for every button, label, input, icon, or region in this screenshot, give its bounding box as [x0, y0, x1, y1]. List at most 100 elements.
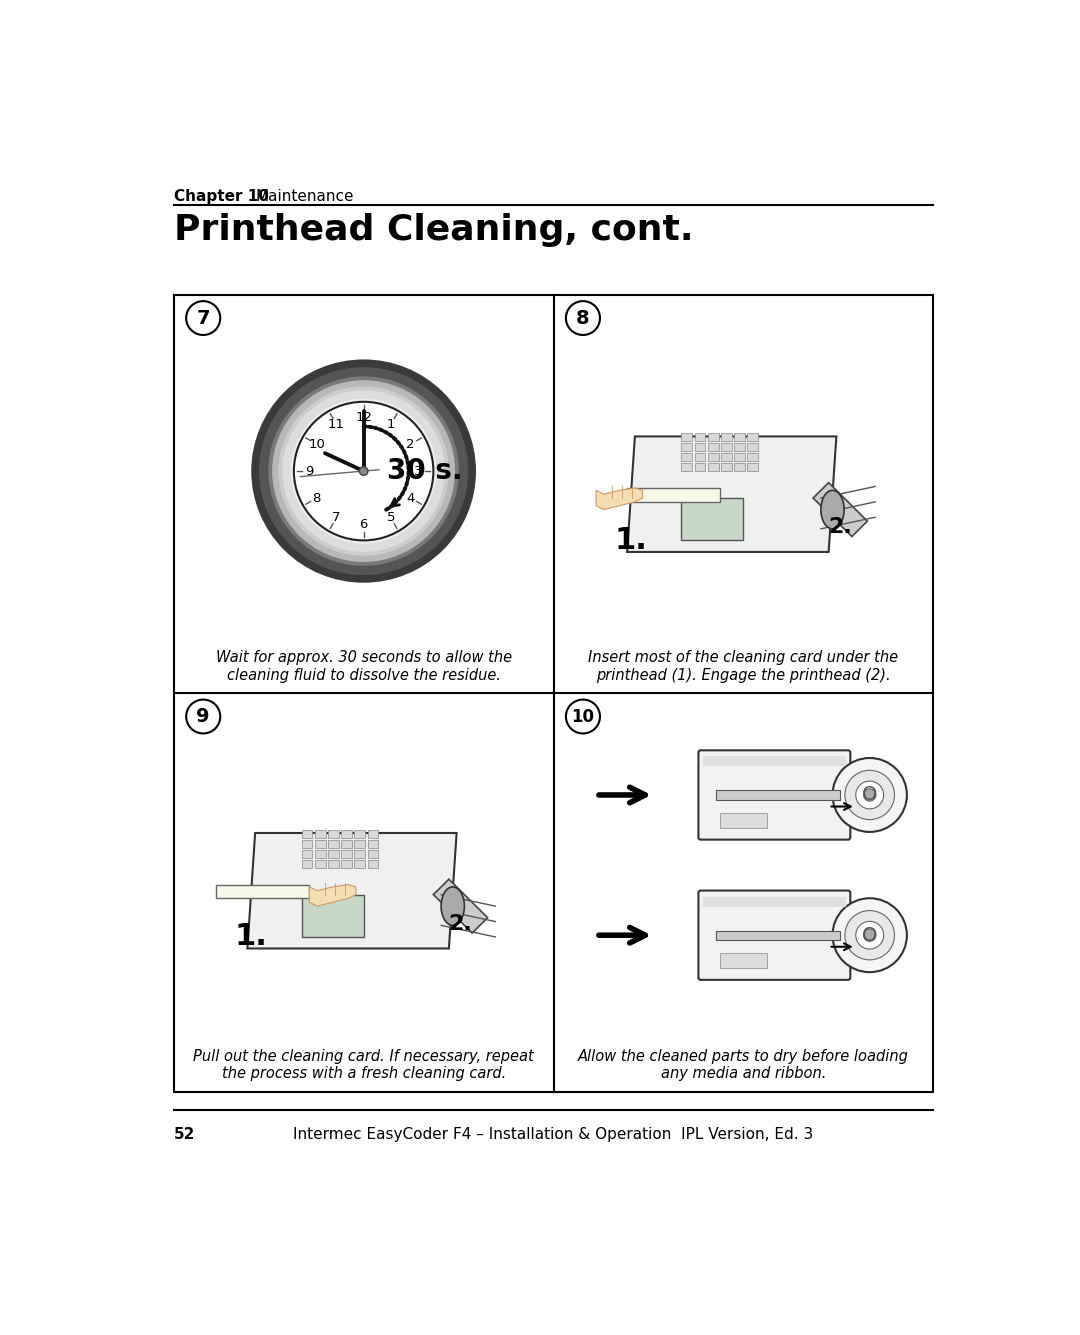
- Bar: [314, 850, 326, 857]
- Text: 2.: 2.: [448, 914, 472, 934]
- Text: 8: 8: [312, 491, 321, 505]
- Bar: [681, 463, 692, 471]
- Text: 1: 1: [387, 418, 395, 431]
- Bar: [707, 434, 718, 441]
- Bar: [367, 850, 378, 857]
- Polygon shape: [309, 885, 356, 906]
- Circle shape: [833, 898, 907, 972]
- Text: Wait for approx. 30 seconds to allow the
cleaning fluid to dissolve the residue.: Wait for approx. 30 seconds to allow the…: [216, 650, 512, 682]
- Text: Allow the cleaned parts to dry before loading
any media and ribbon.: Allow the cleaned parts to dry before lo…: [578, 1049, 908, 1081]
- FancyBboxPatch shape: [699, 750, 850, 840]
- Text: Insert most of the cleaning card under the
printhead (1). Engage the printhead (: Insert most of the cleaning card under t…: [589, 650, 899, 682]
- Bar: [681, 434, 692, 441]
- Circle shape: [272, 380, 455, 562]
- Bar: [721, 443, 732, 451]
- Bar: [367, 840, 378, 848]
- Polygon shape: [596, 489, 643, 510]
- Circle shape: [279, 386, 449, 555]
- Bar: [354, 830, 365, 837]
- FancyBboxPatch shape: [699, 890, 850, 980]
- Text: 7: 7: [197, 308, 210, 327]
- Text: 5: 5: [387, 511, 395, 525]
- Circle shape: [186, 700, 220, 733]
- Bar: [354, 840, 365, 848]
- Bar: [314, 860, 326, 868]
- Ellipse shape: [441, 886, 464, 925]
- Circle shape: [845, 770, 894, 820]
- Bar: [216, 885, 309, 898]
- Text: 1.: 1.: [234, 922, 268, 952]
- Text: 30 s.: 30 s.: [387, 457, 462, 485]
- Bar: [367, 830, 378, 837]
- Circle shape: [259, 367, 469, 575]
- Bar: [367, 860, 378, 868]
- Bar: [707, 463, 718, 471]
- Text: 9: 9: [306, 465, 313, 478]
- Bar: [694, 463, 705, 471]
- Bar: [301, 850, 312, 857]
- Circle shape: [855, 781, 883, 809]
- Text: O: O: [862, 785, 877, 805]
- Bar: [354, 850, 365, 857]
- Bar: [716, 930, 840, 940]
- Text: Printhead Cleaning, cont.: Printhead Cleaning, cont.: [174, 212, 693, 247]
- Bar: [314, 830, 326, 837]
- Circle shape: [291, 399, 436, 543]
- Ellipse shape: [821, 490, 845, 529]
- Text: 8: 8: [576, 308, 590, 327]
- Bar: [328, 860, 339, 868]
- Text: 9: 9: [197, 708, 210, 726]
- Bar: [703, 897, 846, 906]
- Polygon shape: [247, 833, 457, 948]
- Bar: [341, 860, 352, 868]
- Text: 2.: 2.: [828, 517, 852, 537]
- Text: 1.: 1.: [615, 526, 647, 555]
- Circle shape: [566, 700, 600, 733]
- Bar: [174, 295, 933, 1092]
- Bar: [354, 860, 365, 868]
- Bar: [328, 850, 339, 857]
- Text: 6: 6: [360, 518, 368, 531]
- Bar: [694, 454, 705, 461]
- Circle shape: [282, 390, 445, 551]
- Bar: [694, 443, 705, 451]
- Text: O: O: [862, 925, 877, 945]
- Bar: [721, 463, 732, 471]
- Text: 10: 10: [308, 438, 325, 451]
- Bar: [627, 489, 720, 502]
- Bar: [703, 757, 846, 766]
- Circle shape: [268, 376, 459, 566]
- Bar: [747, 434, 758, 441]
- Bar: [314, 840, 326, 848]
- Polygon shape: [813, 483, 867, 537]
- Polygon shape: [627, 437, 836, 551]
- Circle shape: [360, 467, 368, 475]
- Bar: [301, 840, 312, 848]
- Circle shape: [845, 910, 894, 960]
- Bar: [747, 463, 758, 471]
- Bar: [720, 953, 767, 968]
- Polygon shape: [433, 880, 488, 933]
- Bar: [681, 443, 692, 451]
- Circle shape: [186, 302, 220, 335]
- Bar: [734, 454, 745, 461]
- Bar: [716, 790, 840, 800]
- Bar: [341, 850, 352, 857]
- Bar: [734, 434, 745, 441]
- Bar: [747, 443, 758, 451]
- Bar: [301, 860, 312, 868]
- Bar: [721, 434, 732, 441]
- Text: Chapter 10: Chapter 10: [174, 190, 269, 204]
- Bar: [694, 434, 705, 441]
- Text: Intermec EasyCoder F4 – Installation & Operation  IPL Version, Ed. 3: Intermec EasyCoder F4 – Installation & O…: [294, 1127, 813, 1141]
- Circle shape: [833, 758, 907, 832]
- Bar: [720, 813, 767, 828]
- Bar: [328, 840, 339, 848]
- Text: 3: 3: [414, 465, 422, 478]
- Bar: [707, 454, 718, 461]
- Bar: [341, 830, 352, 837]
- Text: 52: 52: [174, 1127, 195, 1141]
- Bar: [707, 443, 718, 451]
- Circle shape: [252, 359, 476, 583]
- Bar: [328, 830, 339, 837]
